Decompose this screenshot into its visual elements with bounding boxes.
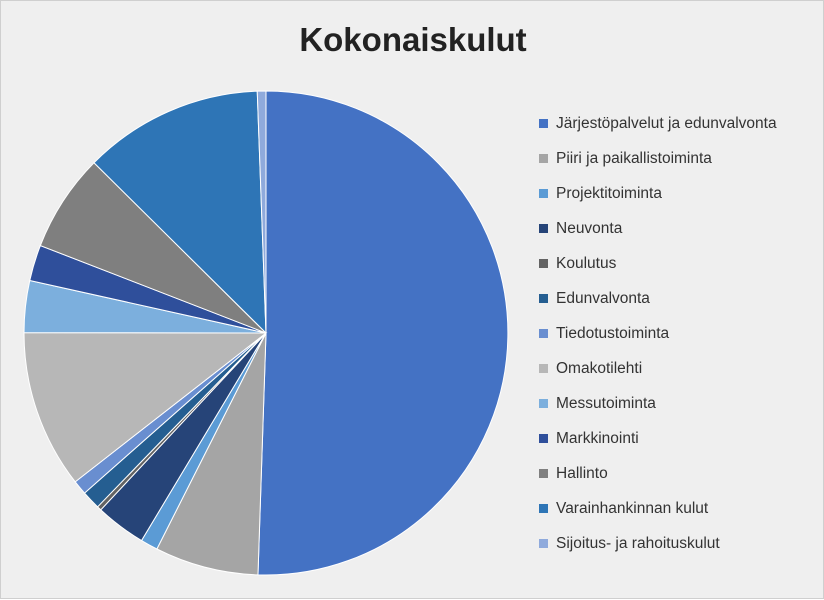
legend-swatch <box>539 189 548 198</box>
legend-item: Järjestöpalvelut ja edunvalvonta <box>539 106 821 141</box>
chart-title: Kokonaiskulut <box>299 21 527 58</box>
legend-swatch <box>539 469 548 478</box>
legend-label: Messutoiminta <box>556 394 656 412</box>
legend-item: Sijoitus- ja rahoituskulut <box>539 526 821 561</box>
legend-item: Hallinto <box>539 456 821 491</box>
pie-slice-1 <box>257 90 509 576</box>
legend-swatch <box>539 259 548 268</box>
legend-item: Edunvalvonta <box>539 281 821 316</box>
legend-swatch <box>539 399 548 408</box>
legend-swatch <box>539 329 548 338</box>
legend-swatch <box>539 434 548 443</box>
legend-swatch <box>539 224 548 233</box>
legend-swatch <box>539 504 548 513</box>
legend-label: Neuvonta <box>556 219 623 237</box>
legend-item: Markkinointi <box>539 421 821 456</box>
legend-swatch <box>539 364 548 373</box>
legend-label: Edunvalvonta <box>556 289 650 307</box>
legend-label: Projektitoiminta <box>556 184 662 202</box>
legend-item: Omakotilehti <box>539 351 821 386</box>
pie-slice-12 <box>93 90 267 335</box>
legend-swatch <box>539 119 548 128</box>
pie-slice-13 <box>256 90 267 334</box>
legend-label: Sijoitus- ja rahoituskulut <box>556 534 720 552</box>
legend-swatch <box>539 294 548 303</box>
legend-item: Messutoiminta <box>539 386 821 421</box>
pie-slice-2 <box>156 332 267 576</box>
legend-label: Varainhankinnan kulut <box>556 499 709 517</box>
legend-swatch <box>539 154 548 163</box>
legend-item: Neuvonta <box>539 211 821 246</box>
legend-item: Varainhankinnan kulut <box>539 491 821 526</box>
legend-item: Projektitoiminta <box>539 176 821 211</box>
legend-label: Markkinointi <box>556 429 639 447</box>
pie-slice-8 <box>23 332 268 483</box>
legend-label: Järjestöpalvelut ja edunvalvonta <box>556 114 777 132</box>
legend-item: Koulutus <box>539 246 821 281</box>
legend-item: Piiri ja paikallistoiminta <box>539 141 821 176</box>
legend-item: Tiedotustoiminta <box>539 316 821 351</box>
legend-label: Hallinto <box>556 464 608 482</box>
legend-label: Omakotilehti <box>556 359 643 377</box>
legend-label: Koulutus <box>556 254 617 272</box>
legend-swatch <box>539 539 548 548</box>
legend: Järjestöpalvelut ja edunvalvonta Piiri ja… <box>539 106 821 561</box>
legend-label: Piiri ja paikallistoiminta <box>556 149 712 167</box>
legend-label: Tiedotustoiminta <box>556 324 670 342</box>
